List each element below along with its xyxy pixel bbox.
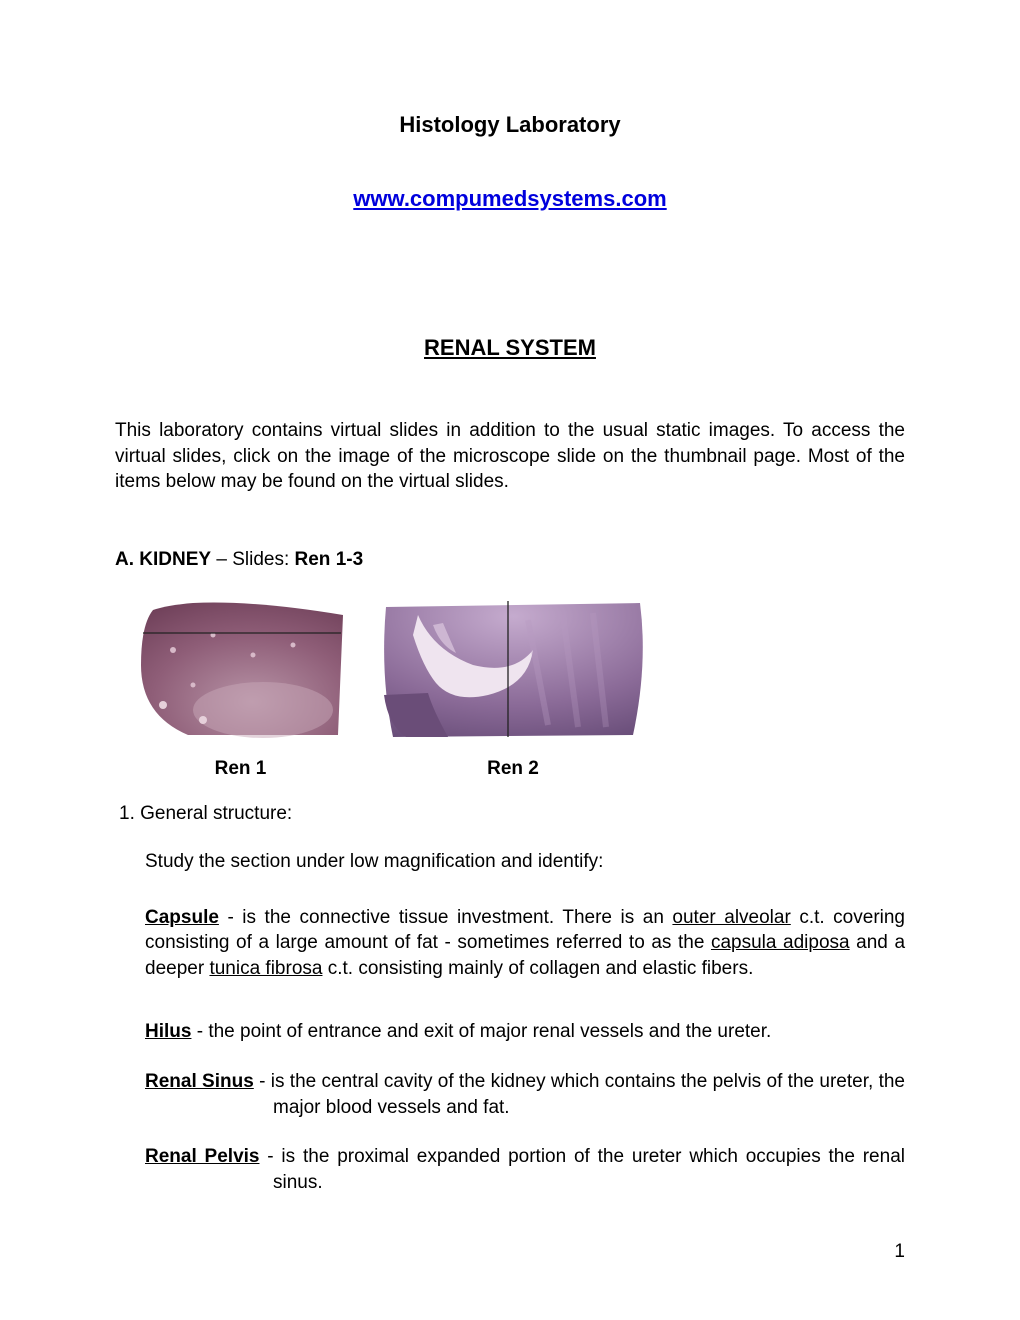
capsule-u2: capsula adiposa <box>711 932 850 953</box>
term-renal-sinus: Renal Sinus <box>145 1071 254 1092</box>
site-link[interactable]: www.compumedsystems.com <box>353 186 666 211</box>
capsule-u3: tunica fibrosa <box>209 958 322 979</box>
section-a-mid: – Slides: <box>211 549 294 570</box>
ren1-image <box>133 595 348 740</box>
section-a-slides: Ren 1-3 <box>295 549 364 570</box>
ren2-caption: Ren 2 <box>487 756 539 782</box>
pelvis-t1: - is the proximal expanded portion of th… <box>259 1146 905 1193</box>
ren1-caption: Ren 1 <box>215 756 267 782</box>
section-a-letter: A. KIDNEY <box>115 549 211 570</box>
def-capsule: Capsule - is the connective tissue inves… <box>145 905 905 982</box>
ren2-image <box>378 595 648 740</box>
sinus-t1: - is the central cavity of the kidney wh… <box>254 1071 905 1118</box>
def-renal-pelvis: Renal Pelvis - is the proximal expanded … <box>145 1144 905 1195</box>
def-hilus: Hilus - the point of entrance and exit o… <box>145 1019 905 1045</box>
figure-row: Ren 1 <box>133 595 905 782</box>
intro-paragraph: This laboratory contains virtual slides … <box>115 418 905 495</box>
spacer <box>115 213 905 333</box>
def-renal-sinus: Renal Sinus - is the central cavity of t… <box>145 1069 905 1120</box>
capsule-t1: - is the connective tissue investment. T… <box>219 907 673 928</box>
hilus-t1: - the point of entrance and exit of majo… <box>191 1021 771 1042</box>
figure-ren2: Ren 2 <box>378 595 648 782</box>
term-hilus: Hilus <box>145 1021 191 1042</box>
gap <box>115 1005 905 1019</box>
term-renal-pelvis: Renal Pelvis <box>145 1146 259 1167</box>
document-page: Histology Laboratory www.compumedsystems… <box>0 0 1020 1320</box>
page-number: 1 <box>894 1239 905 1265</box>
url-line: www.compumedsystems.com <box>115 184 905 214</box>
capsule-u1: outer alveolar <box>672 907 790 928</box>
term-capsule: Capsule <box>145 907 219 928</box>
capsule-t4: c.t. consisting mainly of collagen and e… <box>322 958 753 979</box>
page-title: Histology Laboratory <box>115 110 905 140</box>
section-a-heading: A. KIDNEY – Slides: Ren 1-3 <box>115 547 905 573</box>
figure-ren1: Ren 1 <box>133 595 348 782</box>
section-title: RENAL SYSTEM <box>115 333 905 363</box>
item-1-study: Study the section under low magnificatio… <box>145 849 905 875</box>
item-1-heading: 1. General structure: <box>119 801 905 827</box>
